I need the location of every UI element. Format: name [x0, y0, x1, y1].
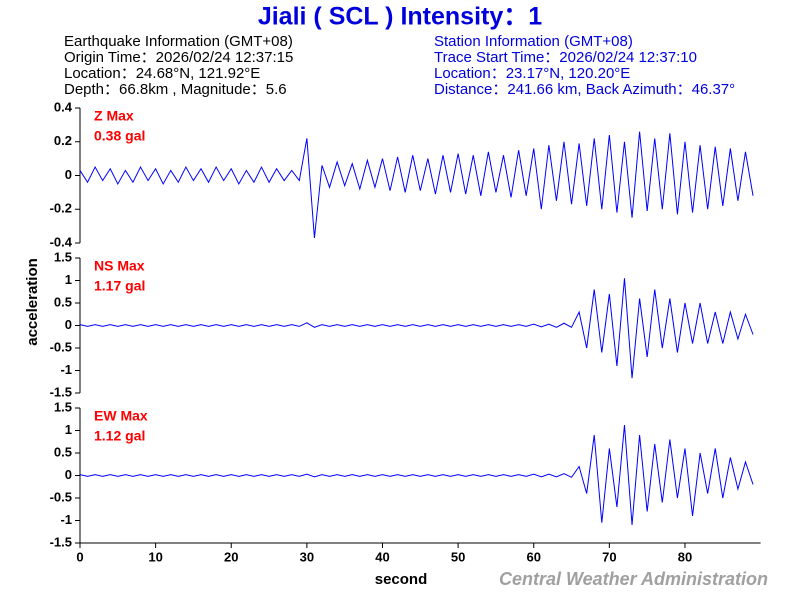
x-tick-label: 60: [526, 549, 540, 564]
panel-label: EW Max: [94, 408, 148, 424]
y-tick-label: -0.5: [50, 489, 72, 504]
y-tick-label: 0: [65, 167, 72, 182]
x-tick-label: 50: [451, 549, 465, 564]
y-tick-label: -1.5: [50, 534, 72, 549]
waveform: [79, 278, 754, 379]
y-tick-label: 1: [65, 422, 72, 437]
station-info: Distance：241.66 km, Back Azimuth：46.37°: [434, 81, 735, 98]
x-tick-label: 30: [300, 549, 314, 564]
waveform: [79, 425, 754, 526]
waveform: [79, 131, 754, 238]
x-tick-label: 20: [224, 549, 238, 564]
earthquake-info: Origin Time：2026/02/24 12:37:15: [64, 49, 293, 66]
y-tick-label: 0: [65, 467, 72, 482]
panel-max: 0.38 gal: [94, 128, 145, 144]
y-tick-label: -1: [60, 362, 72, 377]
y-axis-label: acceleration: [24, 258, 41, 346]
x-tick-label: 10: [148, 549, 162, 564]
station-info: Station Information (GMT+08): [434, 33, 633, 50]
y-tick-label: -1: [60, 512, 72, 527]
x-axis-label: second: [375, 571, 428, 588]
x-tick-label: 70: [602, 549, 616, 564]
panel-max: 1.12 gal: [94, 428, 145, 444]
station-info: Trace Start Time：2026/02/24 12:37:10: [434, 49, 697, 66]
y-tick-label: -0.2: [50, 201, 72, 216]
y-tick-label: 0.2: [54, 133, 72, 148]
panel-label: NS Max: [94, 258, 145, 274]
y-tick-label: 1: [65, 272, 72, 287]
credit: Central Weather Administration: [499, 569, 768, 589]
earthquake-info: Earthquake Information (GMT+08): [64, 33, 293, 50]
y-tick-label: -0.4: [50, 234, 73, 249]
x-tick-label: 80: [678, 549, 692, 564]
chart-title: Jiali ( SCL ) Intensity：1: [258, 3, 542, 31]
y-tick-label: -1.5: [50, 384, 72, 399]
y-tick-label: 0.5: [54, 294, 72, 309]
x-tick-label: 0: [76, 549, 83, 564]
x-tick-label: 40: [375, 549, 389, 564]
earthquake-info: Depth：66.8km , Magnitude：5.6: [64, 81, 287, 98]
earthquake-info: Location：24.68°N, 121.92°E: [64, 65, 260, 82]
y-tick-label: 0.4: [54, 99, 73, 114]
panel-label: Z Max: [94, 108, 134, 124]
station-info: Location：23.17°N, 120.20°E: [434, 65, 630, 82]
panel-max: 1.17 gal: [94, 278, 145, 294]
y-tick-label: 1.5: [54, 249, 72, 264]
y-tick-label: 1.5: [54, 399, 72, 414]
y-tick-label: -0.5: [50, 339, 72, 354]
y-tick-label: 0: [65, 317, 72, 332]
y-tick-label: 0.5: [54, 444, 72, 459]
